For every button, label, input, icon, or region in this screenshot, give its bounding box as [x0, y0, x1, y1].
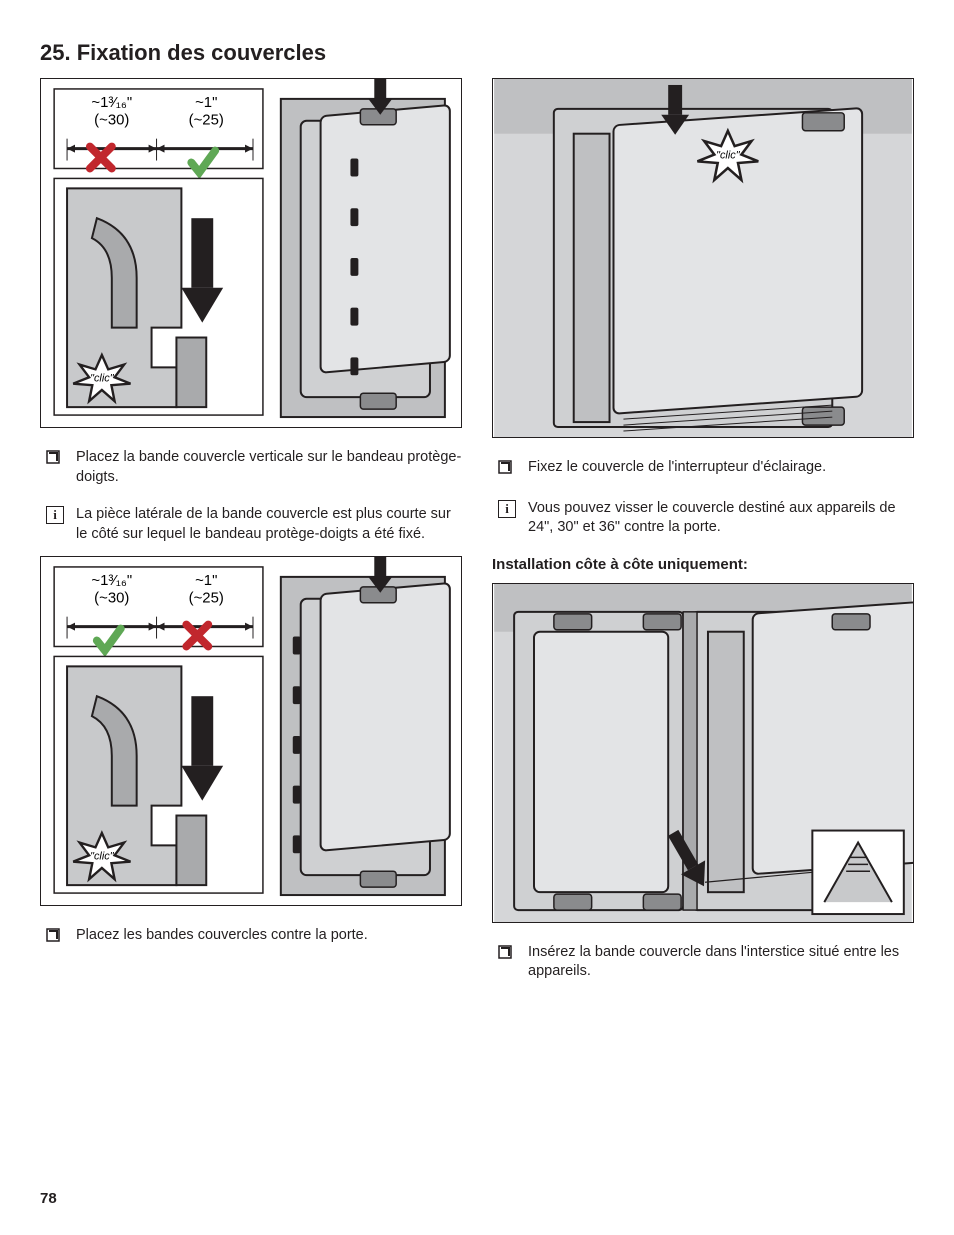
cross-section-diagram-2: "clic" [67, 667, 223, 886]
dim-val-2b: (~25) [189, 591, 224, 607]
cross-section-diagram: "clic" [67, 188, 223, 407]
page-number: 78 [40, 1190, 57, 1207]
info-1-text: La pièce latérale de la bande couvercle … [76, 505, 462, 544]
dim-label-1b: ~1³⁄₁₆" [91, 573, 132, 589]
bullet-icon [46, 928, 64, 949]
step-4: Insérez la bande couvercle dans l'inters… [498, 943, 914, 982]
step-1: Placez la bande couvercle verticale sur … [46, 448, 462, 487]
figure-side-by-side [492, 583, 914, 923]
dim-label-2b: ~1" [195, 573, 217, 589]
dim-label-2: ~1" [195, 95, 217, 111]
clic-label-3: "clic" [716, 150, 741, 162]
info-1: i La pièce latérale de la bande couvercl… [46, 505, 462, 544]
step-4-text: Insérez la bande couvercle dans l'inters… [528, 943, 914, 982]
step-1-text: Placez la bande couvercle verticale sur … [76, 448, 462, 487]
step-2: Placez les bandes couvercles contre la p… [46, 926, 462, 949]
bullet-icon [46, 450, 64, 471]
step-2-text: Placez les bandes couvercles contre la p… [76, 926, 462, 946]
info-icon: i [46, 506, 64, 524]
bullet-icon [498, 460, 516, 481]
info-2: i Vous pouvez visser le couvercle destin… [498, 499, 914, 538]
step-3-text: Fixez le couvercle de l'interrupteur d'é… [528, 458, 914, 478]
appliance-door [281, 79, 450, 417]
step-3: Fixez le couvercle de l'interrupteur d'é… [498, 458, 914, 481]
left-column: ~1³⁄₁₆" (~30) ~1" (~25) [40, 78, 462, 994]
appliance-door-2 [281, 557, 450, 895]
section-heading: 25. Fixation des couvercles [40, 40, 914, 66]
side-by-side-subhead: Installation côte à côte uniquement: [492, 556, 914, 573]
info-2-text: Vous pouvez visser le couvercle destiné … [528, 499, 914, 538]
dim-val-1b: (~30) [94, 591, 129, 607]
dim-val-2: (~25) [189, 113, 224, 129]
clic-label-2: "clic" [90, 851, 115, 863]
info-icon: i [498, 500, 516, 518]
figure-cover-strip-top: ~1³⁄₁₆" (~30) ~1" (~25) [40, 78, 462, 428]
bullet-icon [498, 945, 516, 966]
figure-light-switch-cover: "clic" [492, 78, 914, 438]
right-column: "clic" Fixez le couvercle de l'interrupt… [492, 78, 914, 994]
two-column-layout: ~1³⁄₁₆" (~30) ~1" (~25) [40, 78, 914, 994]
clic-label: "clic" [90, 372, 115, 384]
dim-label-1: ~1³⁄₁₆" [91, 95, 132, 111]
figure-cover-strip-bottom: ~1³⁄₁₆" (~30) ~1" (~25) [40, 556, 462, 906]
dim-val-1: (~30) [94, 113, 129, 129]
